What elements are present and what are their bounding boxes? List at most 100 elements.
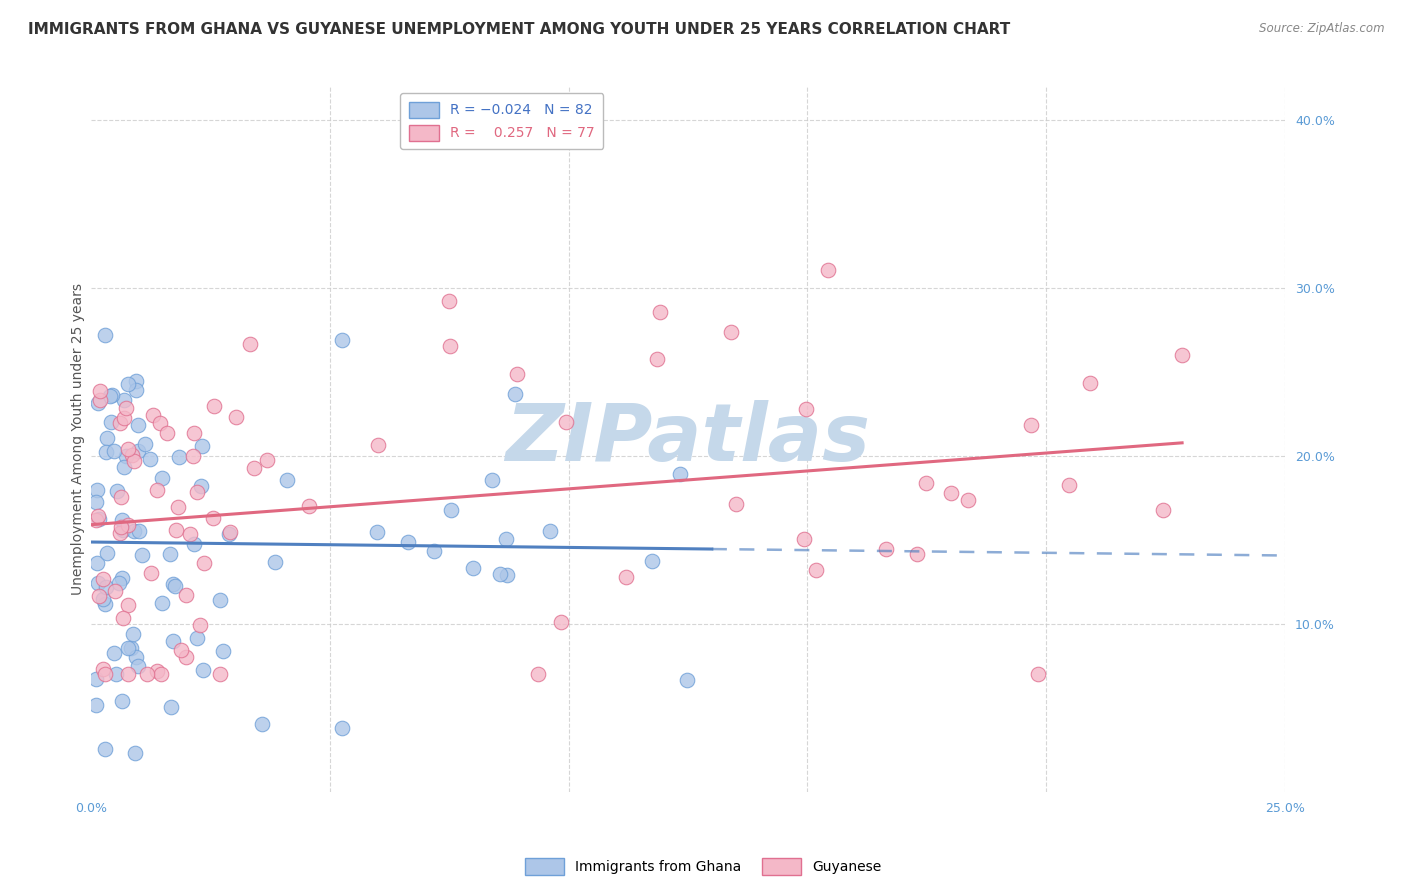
Point — [89, 393, 111, 408]
Point — [256, 452, 278, 467]
Point — [89, 384, 111, 398]
Point — [506, 367, 529, 381]
Point — [156, 425, 179, 440]
Point — [179, 527, 201, 541]
Point — [103, 646, 125, 660]
Point — [110, 416, 132, 430]
Point — [488, 567, 510, 582]
Point — [162, 577, 184, 591]
Point — [94, 667, 117, 681]
Point — [94, 328, 117, 343]
Point — [121, 448, 143, 462]
Point — [87, 589, 110, 603]
Point — [202, 399, 225, 413]
Text: IMMIGRANTS FROM GHANA VS GUYANESE UNEMPLOYMENT AMONG YOUTH UNDER 25 YEARS CORREL: IMMIGRANTS FROM GHANA VS GUYANESE UNEMPL… — [28, 22, 1011, 37]
Point — [160, 700, 183, 714]
Point — [110, 513, 132, 527]
Point — [125, 649, 148, 664]
Point — [1171, 348, 1194, 362]
Point — [1078, 376, 1101, 390]
Point — [209, 592, 232, 607]
Point — [112, 523, 135, 537]
Point — [463, 560, 485, 574]
Point — [167, 450, 190, 465]
Point — [127, 659, 149, 673]
Point — [94, 742, 117, 756]
Point — [86, 513, 108, 527]
Point — [86, 483, 108, 498]
Point — [555, 415, 578, 429]
Point — [115, 401, 138, 415]
Point — [136, 667, 159, 681]
Point — [117, 377, 139, 392]
Point — [676, 673, 699, 688]
Point — [159, 547, 181, 561]
Point — [98, 389, 121, 403]
Point — [125, 384, 148, 398]
Point — [650, 304, 672, 318]
Point — [110, 519, 132, 533]
Point — [96, 431, 118, 445]
Point — [117, 640, 139, 655]
Point — [550, 615, 572, 630]
Point — [616, 570, 638, 584]
Point — [250, 716, 273, 731]
Point — [162, 634, 184, 648]
Point — [1057, 478, 1080, 492]
Point — [87, 511, 110, 525]
Point — [817, 262, 839, 277]
Point — [875, 542, 897, 557]
Point — [104, 583, 127, 598]
Point — [503, 387, 526, 401]
Point — [538, 524, 561, 538]
Point — [91, 661, 114, 675]
Point — [93, 597, 115, 611]
Point — [183, 426, 205, 441]
Point — [138, 452, 160, 467]
Point — [149, 667, 172, 681]
Point — [117, 599, 139, 613]
Point — [124, 746, 146, 760]
Point — [527, 667, 550, 681]
Point — [114, 449, 136, 463]
Point — [263, 555, 285, 569]
Point — [163, 579, 186, 593]
Point — [105, 666, 128, 681]
Point — [496, 568, 519, 582]
Point — [166, 500, 188, 515]
Point — [112, 460, 135, 475]
Point — [218, 527, 240, 541]
Point — [84, 698, 107, 713]
Point — [668, 467, 690, 482]
Point — [481, 474, 503, 488]
Point — [645, 352, 668, 367]
Point — [186, 631, 208, 645]
Point — [108, 576, 131, 591]
Point — [110, 490, 132, 504]
Point — [1152, 503, 1174, 517]
Point — [125, 374, 148, 388]
Point — [86, 556, 108, 570]
Point — [170, 642, 193, 657]
Point — [225, 409, 247, 424]
Point — [439, 502, 461, 516]
Point — [128, 524, 150, 539]
Point — [212, 644, 235, 658]
Point — [94, 580, 117, 594]
Point — [956, 492, 979, 507]
Point — [188, 617, 211, 632]
Point — [84, 495, 107, 509]
Point — [131, 548, 153, 562]
Point — [366, 525, 388, 540]
Point — [91, 591, 114, 606]
Point — [121, 627, 143, 641]
Point — [193, 557, 215, 571]
Point — [165, 524, 187, 538]
Point — [176, 650, 198, 665]
Point — [145, 483, 167, 497]
Point — [330, 721, 353, 735]
Point — [124, 524, 146, 538]
Point — [724, 497, 747, 511]
Legend: Immigrants from Ghana, Guyanese: Immigrants from Ghana, Guyanese — [519, 853, 887, 880]
Point — [219, 525, 242, 540]
